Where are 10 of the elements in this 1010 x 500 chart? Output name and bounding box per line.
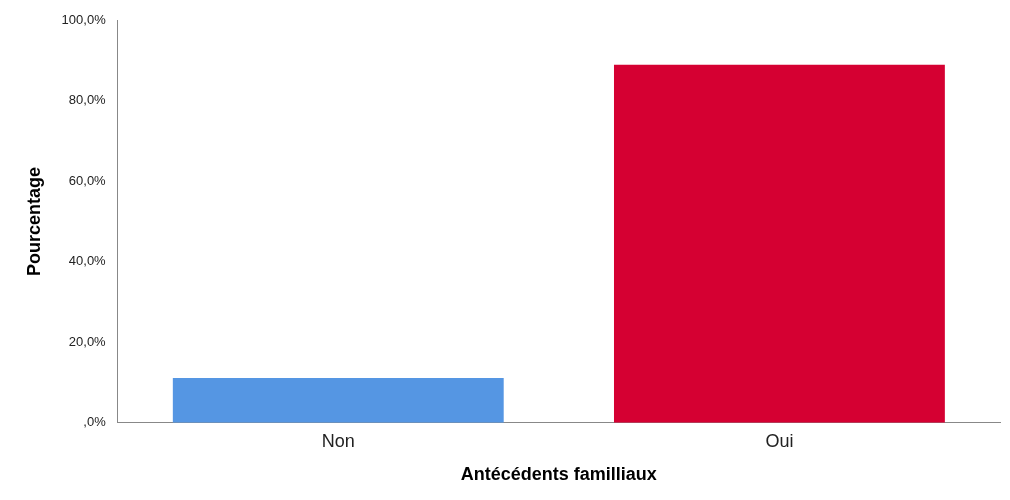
y-tick-label: ,0% [83,414,107,430]
y-tick-label: 20,0% [68,333,107,349]
y-tick-label: 80,0% [68,92,107,108]
y-tick-label: 100,0% [61,11,107,27]
x-axis-title: Antécédents familliaux [460,464,657,485]
y-tick-label: 40,0% [68,253,107,269]
y-tick-label: 60,0% [68,172,107,188]
y-axis-title: Pourcentage [23,166,44,276]
x-tick-label: Oui [765,430,794,451]
x-tick-label: Non [321,430,355,451]
